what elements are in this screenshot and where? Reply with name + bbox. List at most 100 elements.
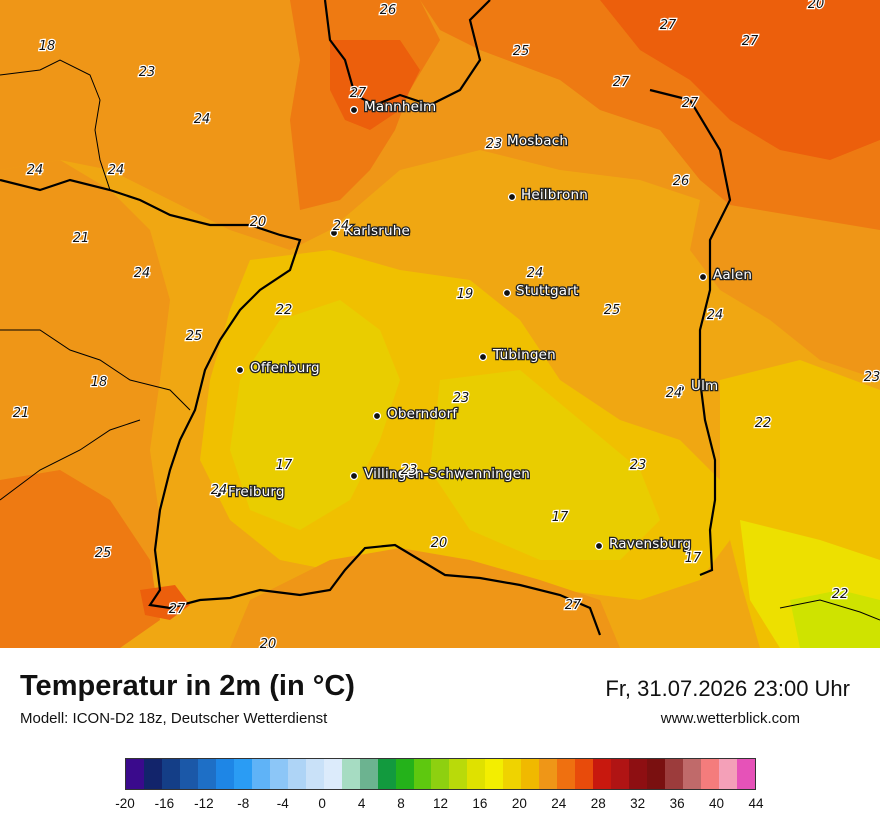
temp-label: 27 [169,602,186,617]
city-oberndorf[interactable]: Oberndorf [372,405,459,423]
city-ravensburg[interactable]: Ravensburg [594,535,692,553]
city-stuttgart[interactable]: Stuttgart [502,282,580,300]
temp-label: 20 [431,536,448,551]
temperature-labels: 26 20 18 23 25 27 27 27 27 27 24 24 24 2… [12,0,880,648]
temp-label: 27 [682,96,699,111]
city-freiburg[interactable]: Freiburg [213,483,286,501]
color-scale-swatch [287,759,306,789]
color-scale-swatch [665,759,684,789]
temp-label: 24 [211,483,228,498]
color-scale-swatch [323,759,342,789]
borders [0,0,880,636]
color-scale-swatch [575,759,594,789]
temp-label: 17 [276,458,293,473]
city-label-villingen-schwenningen: Villingen-Schwenningen [364,466,530,482]
temp-label: 17 [685,551,702,566]
color-scale-tick-label: 36 [669,796,685,811]
city-label-tuebingen: Tübingen [492,347,556,363]
temp-label: 22 [276,303,293,318]
temp-label: 27 [660,18,677,33]
city-offenburg[interactable]: Offenburg [235,359,321,377]
temp-label: 22 [832,587,849,602]
city-label-freiburg: Freiburg [228,484,285,500]
color-scale-tick-label: -4 [276,796,289,811]
temp-label: 20 [808,0,825,12]
temp-label: 24 [707,308,724,323]
color-scale-swatch [593,759,612,789]
city-ulm[interactable]: Ulm [676,377,719,395]
color-scale-tick-label: 12 [432,796,449,811]
color-scale-swatch [449,759,468,789]
color-scale-swatch [647,759,666,789]
city-label-mosbach: Mosbach [507,133,568,149]
color-scale-swatch [251,759,270,789]
color-scale-swatch [701,759,719,789]
city-label-aalen: Aalen [713,267,752,283]
color-scale-swatch [539,759,558,789]
city-tuebingen[interactable]: Tübingen [478,346,557,364]
cool-area-jura [430,370,660,560]
color-scale-tick-label: -16 [154,796,175,811]
color-scale-swatch [377,759,396,789]
color-scale-tick-label: 44 [748,796,764,811]
temp-label: 20 [250,215,267,230]
website-link[interactable]: www.wetterblick.com [660,710,800,727]
color-scale-swatch [395,759,414,789]
temp-label: 19 [457,287,474,302]
warm-area-east [690,200,880,380]
temp-label: 18 [39,39,56,54]
color-scale-tick-label: 0 [318,796,326,811]
color-scale-tick-label: 24 [551,796,567,811]
color-scale-tick-label: 40 [709,796,725,811]
color-scale-swatch [611,759,630,789]
color-scale-tick-label: 32 [630,796,646,811]
city-villingen-schwenningen[interactable]: Villingen-Schwenningen [349,465,531,483]
temp-label: 23 [630,458,647,473]
temp-label: 24 [194,112,211,127]
color-scale-swatch [233,759,252,789]
hottest-area-east [600,0,880,160]
color-scale [125,758,756,790]
color-scale-tick-label: -12 [194,796,214,811]
temp-label: 27 [613,75,630,90]
color-scale-swatch [431,759,450,789]
hot-area-southwest [0,470,160,648]
temp-label: 17 [552,510,569,525]
temp-label: 24 [527,266,544,281]
warm-area-lake-constance [230,548,620,648]
city-markers: Mannheim Mosbach Heilbronn Karlsruhe Stu… [213,98,753,553]
city-label-karlsruhe: Karlsruhe [344,223,410,239]
forecast-datetime: Fr, 31.07.2026 23:00 Uhr [605,676,850,701]
color-scale-tick-label: 8 [397,796,405,811]
map-title: Temperatur in 2m (in °C) [20,670,355,702]
city-label-mannheim: Mannheim [364,99,436,115]
color-scale-swatch [269,759,288,789]
color-scale-swatch [557,759,576,789]
city-aalen[interactable]: Aalen [698,266,753,284]
city-karlsruhe[interactable]: Karlsruhe [329,222,411,240]
city-mannheim[interactable]: Mannheim [349,98,438,116]
temp-label: 24 [27,163,44,178]
temp-label: 18 [91,375,108,390]
temp-label: 21 [73,231,90,246]
city-heilbronn[interactable]: Heilbronn [507,186,589,204]
color-scale-tick-label: -8 [237,796,250,811]
color-scale-swatch [143,759,162,789]
city-label-heilbronn: Heilbronn [521,187,588,203]
city-label-ulm: Ulm [691,378,718,394]
color-scale-swatch [629,759,648,789]
color-scale-swatch [359,759,378,789]
temp-label: 22 [755,416,772,431]
city-label-stuttgart: Stuttgart [516,283,579,299]
color-scale-swatch [161,759,180,789]
temp-label: 27 [565,598,582,613]
temp-label: 24 [333,219,350,234]
temp-label: 25 [604,303,621,318]
color-scale-swatch [521,759,540,789]
city-mosbach[interactable]: Mosbach [493,132,569,150]
color-scale-swatch [197,759,216,789]
temp-label: 26 [673,174,690,189]
color-scale-tick-label: 4 [357,796,366,811]
color-scale-swatch [718,759,737,789]
color-scale-swatch [305,759,324,789]
